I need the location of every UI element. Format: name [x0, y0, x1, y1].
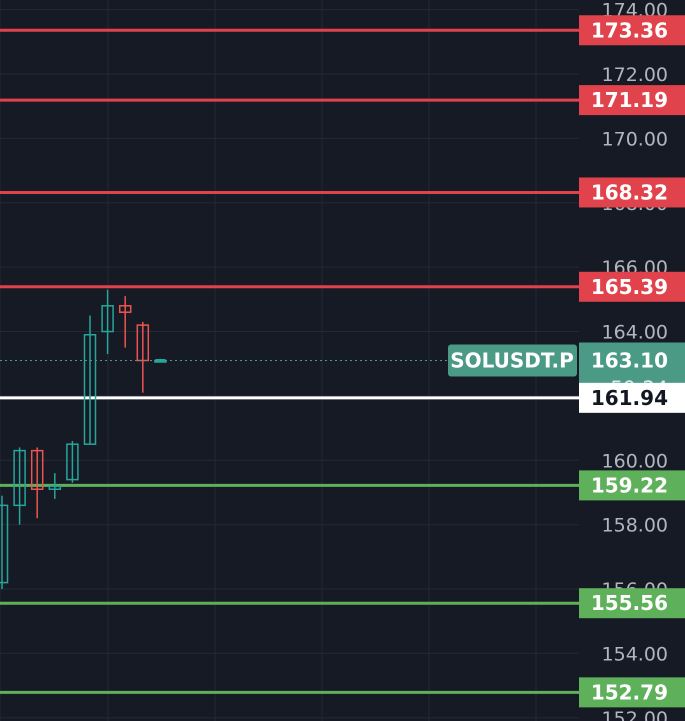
resistance-badge: [579, 15, 685, 46]
candles: [0, 289, 167, 590]
level-badges: 173.36 171.19 168.32 165.39 161.94 159.22 155.…: [579, 15, 685, 708]
candle: [101, 289, 114, 355]
y-tick-label: 158.00: [602, 515, 668, 537]
candle-body: [118, 305, 132, 313]
candle-body: [48, 485, 62, 490]
level-lines: [0, 28, 579, 694]
candle-body: [83, 334, 97, 445]
candle-body: [30, 449, 44, 490]
candle: [30, 447, 44, 519]
resistance-badge-label: 168.32: [591, 180, 668, 204]
candle: [66, 440, 79, 483]
candle: [83, 315, 97, 445]
resistance-badge-label: 171.19: [591, 88, 668, 112]
candle-body: [66, 443, 79, 481]
symbol-label: SOLUSDT.P: [450, 349, 574, 373]
y-tick-label: 160.00: [602, 450, 668, 472]
symbol-badge: [448, 344, 577, 377]
y-tick-label: 154.00: [602, 643, 668, 665]
candle: [118, 296, 132, 348]
candle: [13, 447, 26, 525]
y-tick-label: 164.00: [602, 322, 668, 344]
candle: [136, 321, 150, 393]
candle-body: [13, 449, 26, 507]
marker-badge: [579, 382, 685, 413]
support-badge-label: 152.79: [591, 680, 668, 704]
support-badge: [579, 588, 685, 619]
current-price-label: 163.10: [591, 349, 668, 373]
y-tick-label: 170.00: [602, 128, 668, 150]
resistance-badge: [579, 177, 685, 208]
support-badge: [579, 470, 685, 501]
resistance-badge: [579, 271, 685, 302]
resistance-badge-label: 173.36: [591, 18, 668, 42]
candle: [0, 495, 9, 590]
resistance-badge-label: 165.39: [591, 275, 668, 299]
support-badge-label: 159.22: [591, 473, 668, 497]
y-tick-label: 172.00: [602, 64, 668, 86]
y-tick-label: 152.00: [602, 708, 668, 721]
candle-body: [136, 324, 150, 362]
support-badge: [579, 677, 685, 708]
support-badge-label: 155.56: [591, 591, 668, 615]
resistance-badge: [579, 85, 685, 116]
candle-body: [0, 504, 9, 584]
marker-badge-label: 161.94: [591, 386, 668, 410]
candle: [48, 473, 62, 499]
candle-body: [101, 305, 114, 333]
